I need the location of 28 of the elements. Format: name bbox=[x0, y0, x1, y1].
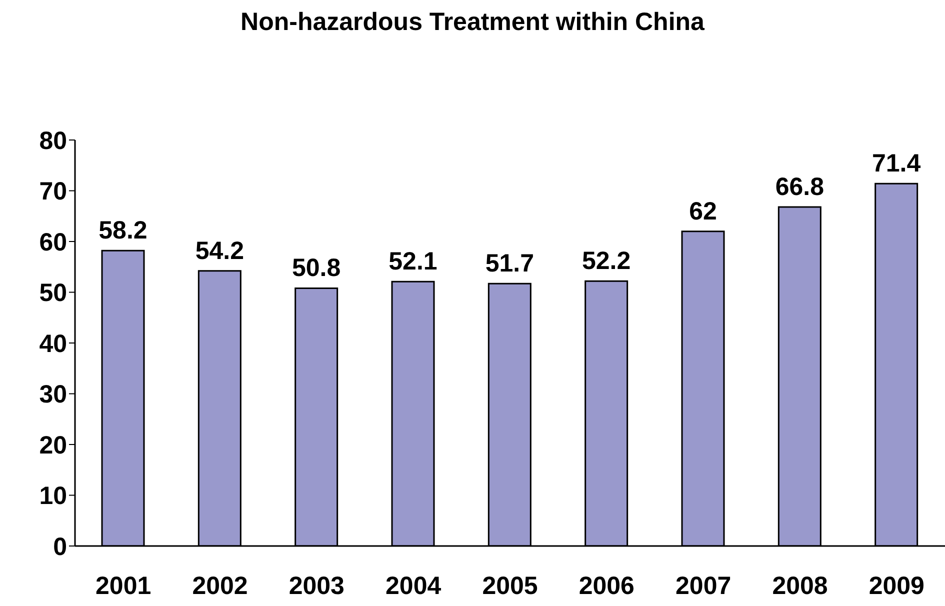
x-tick-label: 2004 bbox=[386, 572, 442, 600]
x-tick-label: 2001 bbox=[96, 572, 152, 600]
x-tick-label: 2005 bbox=[482, 572, 538, 600]
y-tick-label: 60 bbox=[39, 228, 67, 256]
data-label: 51.7 bbox=[485, 250, 534, 278]
y-tick-label: 70 bbox=[39, 178, 67, 206]
x-tick-label: 2009 bbox=[868, 572, 924, 600]
y-tick-label: 50 bbox=[39, 279, 67, 308]
y-tick-label: 10 bbox=[39, 482, 67, 510]
y-tick-label: 0 bbox=[53, 532, 67, 561]
y-tick-label: 30 bbox=[39, 380, 67, 409]
x-tick-label: 2008 bbox=[772, 572, 828, 600]
data-label: 50.8 bbox=[292, 254, 341, 282]
data-label: 52.2 bbox=[582, 247, 631, 276]
data-label: 66.8 bbox=[775, 172, 824, 201]
y-tick-label: 80 bbox=[39, 126, 67, 155]
data-label: 58.2 bbox=[98, 216, 148, 245]
chart-title: Non-hazardous Treatment within China bbox=[240, 8, 706, 37]
data-label: 62 bbox=[689, 197, 717, 226]
data-label: 52.1 bbox=[388, 248, 438, 276]
data-label: 54.2 bbox=[195, 236, 244, 265]
x-tick-label: 2007 bbox=[676, 572, 732, 600]
y-tick-label: 20 bbox=[39, 431, 67, 460]
x-tick-label: 2002 bbox=[192, 572, 248, 600]
x-tick-label: 2006 bbox=[578, 572, 634, 600]
x-tick-label: 2003 bbox=[288, 572, 344, 600]
data-label: 71.4 bbox=[872, 150, 921, 178]
y-tick-label: 40 bbox=[39, 330, 67, 358]
